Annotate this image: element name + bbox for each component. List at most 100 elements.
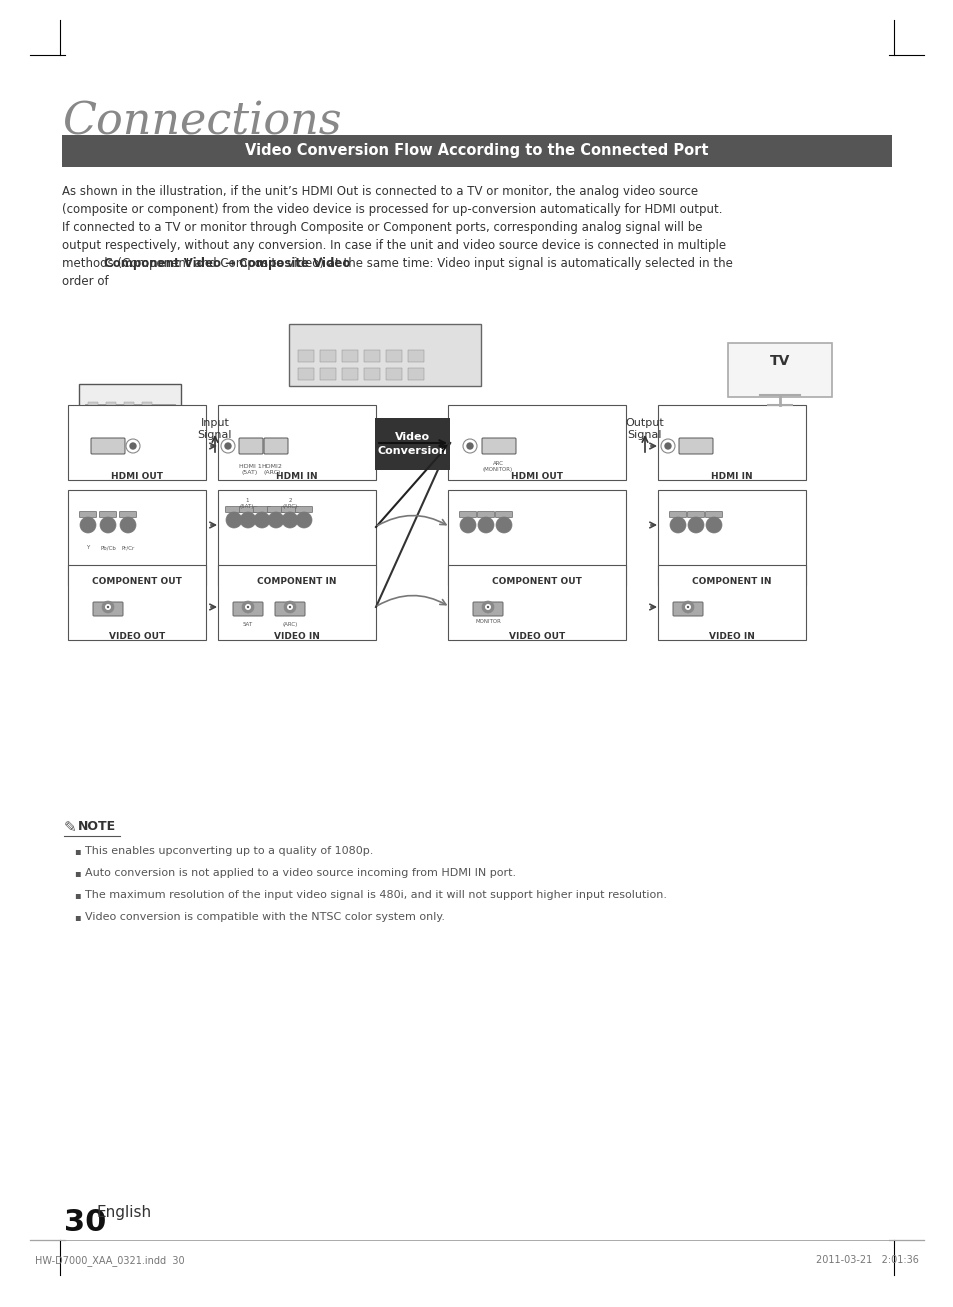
FancyBboxPatch shape xyxy=(79,384,181,416)
Bar xyxy=(408,350,423,362)
FancyBboxPatch shape xyxy=(481,438,516,454)
Bar xyxy=(124,403,133,408)
Circle shape xyxy=(229,515,239,525)
FancyBboxPatch shape xyxy=(99,511,116,518)
Bar xyxy=(364,369,379,380)
Text: COMPONENT OUT: COMPONENT OUT xyxy=(492,576,581,586)
FancyBboxPatch shape xyxy=(218,490,375,586)
Text: HDMI OUT: HDMI OUT xyxy=(111,472,163,481)
Circle shape xyxy=(459,518,476,533)
Circle shape xyxy=(465,523,470,527)
Circle shape xyxy=(467,443,473,450)
Circle shape xyxy=(690,520,700,531)
Circle shape xyxy=(295,512,312,528)
Circle shape xyxy=(256,515,267,525)
Circle shape xyxy=(246,518,250,521)
FancyBboxPatch shape xyxy=(274,603,305,616)
Circle shape xyxy=(669,518,685,533)
Text: (ARC): (ARC) xyxy=(282,622,297,627)
FancyBboxPatch shape xyxy=(68,565,206,640)
Circle shape xyxy=(268,512,284,528)
Circle shape xyxy=(106,523,110,527)
Circle shape xyxy=(102,601,113,613)
Circle shape xyxy=(120,518,136,533)
Text: ARC
(MONITOR): ARC (MONITOR) xyxy=(482,461,513,472)
Text: Video
Conversion: Video Conversion xyxy=(377,433,447,456)
FancyBboxPatch shape xyxy=(375,418,450,471)
Text: 2
(ARC): 2 (ARC) xyxy=(282,498,297,508)
Text: TV: TV xyxy=(769,354,789,369)
Text: COMPONENT IN: COMPONENT IN xyxy=(692,576,771,586)
Circle shape xyxy=(271,515,281,525)
FancyBboxPatch shape xyxy=(92,603,123,616)
Circle shape xyxy=(481,601,494,613)
Circle shape xyxy=(274,518,277,521)
Text: MONITOR: MONITOR xyxy=(475,620,500,623)
FancyBboxPatch shape xyxy=(495,511,512,518)
Circle shape xyxy=(302,518,306,521)
FancyBboxPatch shape xyxy=(459,511,476,518)
FancyBboxPatch shape xyxy=(687,511,703,518)
Circle shape xyxy=(100,518,116,533)
Bar xyxy=(386,369,401,380)
Text: This enables upconverting up to a quality of 1080p.: This enables upconverting up to a qualit… xyxy=(85,846,373,856)
Circle shape xyxy=(243,515,253,525)
Text: ✎: ✎ xyxy=(64,819,76,835)
Circle shape xyxy=(298,515,309,525)
Bar xyxy=(319,350,335,362)
Circle shape xyxy=(484,604,491,610)
Circle shape xyxy=(501,523,505,527)
Circle shape xyxy=(684,604,690,610)
Circle shape xyxy=(247,606,249,608)
Text: Auto conversion is not applied to a video source incoming from HDMI IN port.: Auto conversion is not applied to a vide… xyxy=(85,868,516,878)
Bar xyxy=(142,403,152,408)
Text: Input
Signal: Input Signal xyxy=(197,418,232,440)
Circle shape xyxy=(687,518,703,533)
Circle shape xyxy=(253,512,270,528)
Text: ▪: ▪ xyxy=(74,868,81,878)
Circle shape xyxy=(226,512,242,528)
Text: 1
(5AT): 1 (5AT) xyxy=(239,498,253,508)
Text: 30: 30 xyxy=(64,1208,107,1236)
Circle shape xyxy=(693,523,698,527)
FancyBboxPatch shape xyxy=(239,438,263,454)
FancyBboxPatch shape xyxy=(672,603,702,616)
Text: COMPONENT OUT: COMPONENT OUT xyxy=(92,576,182,586)
FancyBboxPatch shape xyxy=(669,511,686,518)
Bar xyxy=(88,403,98,408)
Circle shape xyxy=(708,520,719,531)
Circle shape xyxy=(483,523,488,527)
Text: HDMI OUT: HDMI OUT xyxy=(511,472,562,481)
FancyBboxPatch shape xyxy=(225,507,242,512)
Text: Connections: Connections xyxy=(62,101,341,144)
Circle shape xyxy=(225,443,231,450)
Text: HDMI IN: HDMI IN xyxy=(276,472,317,481)
FancyBboxPatch shape xyxy=(679,438,712,454)
Circle shape xyxy=(496,518,512,533)
FancyBboxPatch shape xyxy=(79,511,96,518)
FancyBboxPatch shape xyxy=(264,438,288,454)
Text: Y: Y xyxy=(87,545,90,550)
FancyBboxPatch shape xyxy=(658,405,805,480)
Circle shape xyxy=(664,443,670,450)
Bar xyxy=(386,350,401,362)
Text: Pb/Cb: Pb/Cb xyxy=(100,545,116,550)
Bar xyxy=(341,369,357,380)
Text: ▪: ▪ xyxy=(74,912,81,921)
FancyBboxPatch shape xyxy=(295,507,313,512)
Circle shape xyxy=(284,601,295,613)
Circle shape xyxy=(705,518,721,533)
Text: VIDEO OUT: VIDEO OUT xyxy=(109,633,165,640)
Circle shape xyxy=(103,520,112,531)
FancyBboxPatch shape xyxy=(218,565,375,640)
Circle shape xyxy=(288,518,292,521)
Bar xyxy=(106,403,116,408)
FancyBboxPatch shape xyxy=(85,404,175,413)
Circle shape xyxy=(477,518,494,533)
Circle shape xyxy=(130,443,136,450)
FancyBboxPatch shape xyxy=(281,507,298,512)
Text: ▪: ▪ xyxy=(74,846,81,856)
Text: 2011-03-21   2:01:36: 2011-03-21 2:01:36 xyxy=(815,1255,918,1265)
Circle shape xyxy=(242,601,253,613)
Text: Component Video → Composite Video: Component Video → Composite Video xyxy=(104,256,350,269)
